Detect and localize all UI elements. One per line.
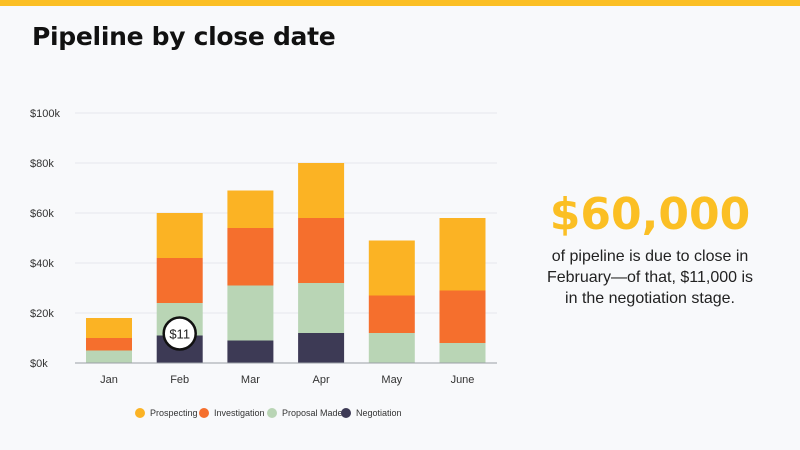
bar-segment-investigation [368, 295, 415, 333]
bar-segment-investigation [439, 290, 486, 343]
callout-circle [162, 316, 197, 351]
x-tick-label: Apr [313, 374, 330, 386]
page-title: Pipeline by close date [32, 22, 336, 51]
bar-segment-proposal-made [298, 283, 345, 333]
highlight-stat: $60,000 of pipeline is due to close in F… [530, 188, 770, 309]
y-tick-label: $100k [30, 108, 60, 120]
y-tick-label: $60k [30, 208, 54, 220]
legend-swatch [267, 408, 277, 418]
legend-swatch [135, 408, 145, 418]
top-accent-bar [0, 0, 800, 6]
legend-label: Negotiation [356, 408, 402, 418]
bar-segment-investigation [86, 338, 132, 351]
bar-segment-proposal-made [439, 343, 486, 363]
bar-segment-prospecting [86, 318, 132, 338]
stat-description: of pipeline is due to close in February—… [546, 248, 754, 307]
bar-segment-prospecting [368, 240, 415, 296]
legend-swatch [199, 408, 209, 418]
y-tick-label: $20k [30, 308, 54, 320]
bar-segment-proposal-made [227, 285, 274, 341]
bar-segment-proposal-made [368, 333, 415, 363]
bar-segment-investigation [227, 228, 274, 286]
stat-value: $60,000 [549, 189, 751, 240]
x-tick-label: Jan [100, 374, 118, 386]
legend-label: Investigation [214, 408, 265, 418]
bar-segment-investigation [156, 258, 203, 303]
x-tick-label: Mar [241, 374, 260, 386]
y-tick-label: $40k [30, 258, 54, 270]
x-tick-label: June [451, 374, 475, 386]
legend-swatch [341, 408, 351, 418]
bar-segment-proposal-made [86, 350, 132, 363]
bar-segment-prospecting [227, 190, 274, 228]
x-tick-label: May [381, 374, 402, 386]
legend-label: Prospecting [150, 408, 198, 418]
callout-label: $11 [169, 327, 190, 342]
bar-segment-negotiation [298, 333, 345, 363]
bar-segment-investigation [298, 218, 345, 283]
legend-label: Proposal Made [282, 408, 343, 418]
y-tick-label: $80k [30, 158, 54, 170]
bar-segment-negotiation [227, 340, 274, 363]
bar-segment-prospecting [156, 213, 203, 258]
y-tick-label: $0k [30, 358, 48, 370]
bar-segment-prospecting [439, 218, 486, 291]
bar-segment-prospecting [298, 163, 345, 218]
x-tick-label: Feb [170, 374, 189, 386]
